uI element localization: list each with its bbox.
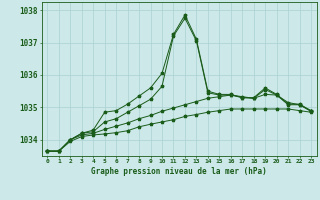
X-axis label: Graphe pression niveau de la mer (hPa): Graphe pression niveau de la mer (hPa)	[91, 167, 267, 176]
